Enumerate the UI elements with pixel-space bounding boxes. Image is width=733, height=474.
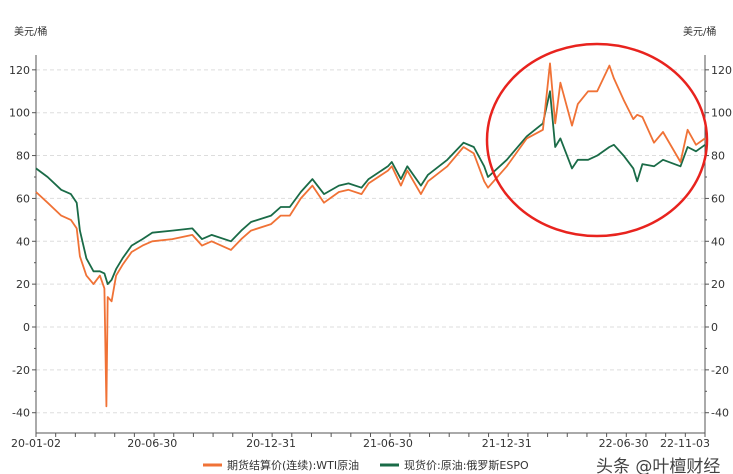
x-tick-label: 20-12-31 [246,437,296,450]
x-tick-label: 22-11-03 [660,437,710,450]
y-tick-label-right: 80 [711,150,725,163]
x-tick-label: 21-06-30 [363,437,413,450]
left-y-ticks: -40 -20 0 20 40 60 80 100 120 [9,64,30,420]
axes [32,55,709,437]
y-tick-label-left: 120 [9,64,30,77]
y-tick-label-left: -20 [12,364,30,377]
x-ticks: 20-01-02 20-06-30 20-12-31 21-06-30 21-12-31… [11,437,710,450]
y-tick-label-left: -40 [12,407,30,420]
y-tick-label-left: 40 [16,235,30,248]
x-tick-label: 20-06-30 [127,437,177,450]
y-tick-label-right: -40 [711,407,729,420]
series-line-wti [35,62,706,408]
y-tick-label-right: 20 [711,278,725,291]
y-tick-label-right: -20 [711,364,729,377]
y-tick-label-right: 40 [711,235,725,248]
right-axis-unit: 美元/桶 [683,25,716,38]
legend-label-espo: 现货价:原油:俄罗斯ESPO [404,458,529,472]
highlight-ellipse [485,42,709,238]
y-tick-label-left: 20 [16,278,30,291]
y-tick-label-left: 60 [16,192,30,205]
series-lines [35,62,706,408]
y-tick-label-left: 80 [16,150,30,163]
y-tick-label-left: 100 [9,107,30,120]
x-tick-label: 22-06-30 [599,437,649,450]
legend-label-wti: 期货结算价(连续):WTI原油 [227,458,359,472]
y-tick-label-right: 0 [711,321,718,334]
y-tick-label-right: 60 [711,192,725,205]
watermark: 头条 @叶檀财经 [596,457,720,474]
left-axis-unit: 美元/桶 [14,25,47,38]
y-tick-label-right: 120 [711,64,732,77]
legend: 期货结算价(连续):WTI原油 现货价:原油:俄罗斯ESPO [203,458,529,472]
x-tick-label: 20-01-02 [11,437,61,450]
x-tick-label: 21-12-31 [482,437,532,450]
y-tick-label-right: 100 [711,107,732,120]
gridlines [36,69,705,414]
right-y-ticks: -40 -20 0 20 40 60 80 100 120 [711,64,732,420]
series-line-espo [35,90,706,285]
y-tick-label-left: 0 [23,321,30,334]
